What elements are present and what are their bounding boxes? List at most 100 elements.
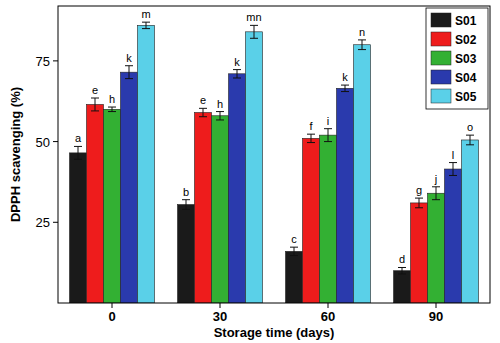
error-stem bbox=[362, 40, 363, 50]
bar bbox=[320, 135, 337, 303]
error-cap bbox=[466, 144, 474, 145]
bar bbox=[195, 113, 212, 303]
letter-label: g bbox=[416, 184, 422, 196]
error-cap bbox=[216, 111, 224, 112]
letter-label: e bbox=[92, 84, 98, 96]
legend-label: S05 bbox=[455, 90, 477, 104]
error-bar bbox=[199, 108, 207, 116]
legend-swatch bbox=[431, 32, 451, 46]
error-cap bbox=[341, 91, 349, 92]
bar bbox=[303, 138, 320, 303]
letter-label: a bbox=[75, 132, 82, 144]
error-cap bbox=[358, 39, 366, 40]
error-bar bbox=[74, 146, 82, 159]
error-cap bbox=[250, 38, 258, 39]
y-tick-label: 25 bbox=[36, 215, 50, 230]
y-tick bbox=[53, 141, 58, 142]
error-cap bbox=[199, 116, 207, 117]
error-bar bbox=[324, 129, 332, 142]
bar bbox=[337, 88, 354, 303]
x-tick-label: 0 bbox=[108, 309, 115, 324]
x-tick-label: 90 bbox=[429, 309, 443, 324]
error-bar bbox=[341, 85, 349, 91]
error-cap bbox=[233, 77, 241, 78]
error-stem bbox=[220, 112, 221, 120]
error-bar bbox=[358, 40, 366, 50]
error-stem bbox=[328, 129, 329, 142]
letter-label: i bbox=[327, 115, 329, 127]
x-tick bbox=[436, 303, 437, 308]
error-stem bbox=[146, 22, 147, 28]
legend-label: S03 bbox=[455, 52, 477, 66]
chart: abcdeefghhijkkklmmnno2550750306090Storag… bbox=[0, 0, 500, 343]
error-cap bbox=[449, 175, 457, 176]
bar bbox=[411, 203, 428, 303]
bar bbox=[445, 169, 462, 303]
error-stem bbox=[112, 107, 113, 112]
error-stem bbox=[95, 98, 96, 111]
error-stem bbox=[129, 66, 130, 79]
bar bbox=[121, 72, 138, 303]
error-stem bbox=[402, 267, 403, 273]
legend-label: S02 bbox=[455, 33, 477, 47]
x-tick-label: 60 bbox=[321, 309, 335, 324]
letter-label: e bbox=[200, 94, 206, 106]
error-cap bbox=[358, 49, 366, 50]
error-bar bbox=[466, 135, 474, 145]
error-bar bbox=[415, 198, 423, 208]
error-cap bbox=[125, 78, 133, 79]
letter-label: h bbox=[109, 93, 115, 105]
letter-label: k bbox=[342, 71, 348, 83]
legend-swatch bbox=[431, 89, 451, 103]
y-tick bbox=[53, 222, 58, 223]
x-tick bbox=[112, 303, 113, 308]
error-cap bbox=[290, 247, 298, 248]
error-stem bbox=[419, 198, 420, 208]
bar bbox=[138, 25, 155, 303]
error-cap bbox=[307, 134, 315, 135]
error-cap bbox=[341, 85, 349, 86]
bar bbox=[212, 116, 229, 303]
error-cap bbox=[216, 119, 224, 120]
error-cap bbox=[290, 255, 298, 256]
error-stem bbox=[345, 85, 346, 91]
legend-swatch bbox=[431, 70, 451, 84]
error-stem bbox=[203, 108, 204, 116]
error-cap bbox=[182, 199, 190, 200]
error-bar bbox=[290, 247, 298, 255]
error-cap bbox=[199, 108, 207, 109]
letter-label: k bbox=[126, 52, 132, 64]
error-bar bbox=[182, 200, 190, 210]
letter-label: j bbox=[434, 173, 437, 185]
x-axis-label: Storage time (days) bbox=[214, 325, 335, 340]
error-bar bbox=[108, 107, 116, 112]
error-bar bbox=[216, 112, 224, 120]
error-cap bbox=[142, 22, 150, 23]
error-stem bbox=[470, 135, 471, 145]
error-bar bbox=[142, 22, 150, 28]
error-stem bbox=[311, 134, 312, 142]
error-bar bbox=[250, 25, 258, 38]
letter-label: c bbox=[291, 233, 297, 245]
error-cap bbox=[415, 207, 423, 208]
letter-label: n bbox=[359, 26, 365, 38]
bar bbox=[354, 45, 371, 303]
error-cap bbox=[108, 111, 116, 112]
x-tick-label: 30 bbox=[213, 309, 227, 324]
error-bar bbox=[233, 70, 241, 78]
letter-label: mn bbox=[246, 11, 261, 23]
letter-label: h bbox=[217, 98, 223, 110]
error-cap bbox=[324, 141, 332, 142]
error-bar bbox=[449, 163, 457, 176]
bar bbox=[87, 104, 104, 303]
legend-swatch bbox=[431, 51, 451, 65]
plot-frame bbox=[58, 6, 490, 303]
letter-label: m bbox=[141, 8, 150, 20]
error-bar bbox=[125, 66, 133, 79]
bars bbox=[70, 22, 479, 303]
bar bbox=[462, 140, 479, 303]
error-cap bbox=[432, 186, 440, 187]
y-tick-label: 75 bbox=[36, 54, 50, 69]
error-cap bbox=[182, 209, 190, 210]
error-cap bbox=[466, 135, 474, 136]
